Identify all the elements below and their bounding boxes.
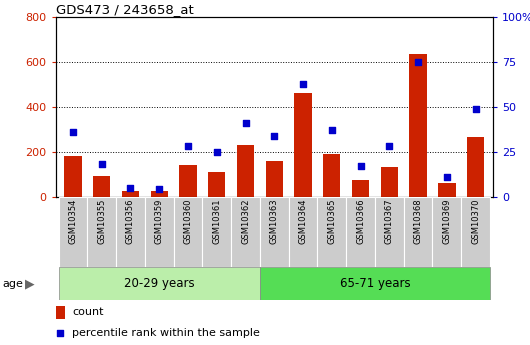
Text: 20-29 years: 20-29 years bbox=[124, 277, 195, 290]
Point bbox=[356, 164, 365, 169]
Bar bbox=[179, 165, 197, 197]
Text: GSM10355: GSM10355 bbox=[97, 199, 106, 244]
Bar bbox=[410, 54, 427, 197]
Bar bbox=[323, 154, 340, 197]
Bar bbox=[231, 197, 260, 267]
Text: GSM10369: GSM10369 bbox=[443, 199, 452, 244]
Text: percentile rank within the sample: percentile rank within the sample bbox=[72, 328, 260, 338]
Bar bbox=[317, 197, 346, 267]
Bar bbox=[375, 197, 404, 267]
Text: GSM10356: GSM10356 bbox=[126, 199, 135, 244]
Text: ▶: ▶ bbox=[25, 277, 35, 290]
Bar bbox=[260, 197, 289, 267]
Text: GSM10365: GSM10365 bbox=[328, 199, 337, 244]
Text: GSM10363: GSM10363 bbox=[270, 199, 279, 244]
Point bbox=[126, 185, 135, 190]
Bar bbox=[381, 168, 398, 197]
Bar bbox=[237, 145, 254, 197]
Bar bbox=[289, 197, 317, 267]
Point bbox=[56, 330, 65, 336]
Text: 65-71 years: 65-71 years bbox=[340, 277, 410, 290]
Point bbox=[155, 187, 163, 192]
Bar bbox=[56, 306, 65, 318]
Point bbox=[414, 59, 422, 65]
Point bbox=[213, 149, 221, 155]
Bar bbox=[122, 191, 139, 197]
Point bbox=[471, 106, 480, 111]
Text: count: count bbox=[72, 307, 104, 317]
Bar bbox=[208, 172, 225, 197]
Bar bbox=[467, 137, 484, 197]
Bar bbox=[58, 197, 87, 267]
Bar bbox=[58, 267, 260, 300]
Bar bbox=[116, 197, 145, 267]
Bar bbox=[432, 197, 461, 267]
Text: GSM10364: GSM10364 bbox=[298, 199, 307, 244]
Text: GSM10367: GSM10367 bbox=[385, 199, 394, 244]
Point bbox=[328, 128, 336, 133]
Text: GSM10362: GSM10362 bbox=[241, 199, 250, 244]
Bar bbox=[294, 93, 312, 197]
Text: GSM10361: GSM10361 bbox=[212, 199, 221, 244]
Bar bbox=[404, 197, 432, 267]
Point bbox=[184, 144, 192, 149]
Bar bbox=[260, 267, 490, 300]
Text: GSM10354: GSM10354 bbox=[68, 199, 77, 244]
Point bbox=[241, 120, 250, 126]
Bar bbox=[145, 197, 174, 267]
Text: GSM10366: GSM10366 bbox=[356, 199, 365, 244]
Bar bbox=[346, 197, 375, 267]
Text: GSM10360: GSM10360 bbox=[183, 199, 192, 244]
Text: age: age bbox=[3, 279, 23, 289]
Bar bbox=[93, 177, 110, 197]
Point bbox=[385, 144, 394, 149]
Bar bbox=[64, 156, 82, 197]
Point bbox=[270, 133, 279, 138]
Bar bbox=[202, 197, 231, 267]
Bar bbox=[438, 183, 455, 197]
Bar bbox=[461, 197, 490, 267]
Bar bbox=[174, 197, 202, 267]
Bar bbox=[266, 161, 283, 197]
Text: GSM10370: GSM10370 bbox=[471, 199, 480, 244]
Bar bbox=[352, 180, 369, 197]
Text: GSM10368: GSM10368 bbox=[413, 199, 422, 244]
Point bbox=[98, 161, 106, 167]
Bar bbox=[87, 197, 116, 267]
Point bbox=[299, 81, 307, 86]
Text: GSM10359: GSM10359 bbox=[155, 199, 164, 244]
Bar bbox=[151, 191, 168, 197]
Point bbox=[69, 129, 77, 135]
Text: GDS473 / 243658_at: GDS473 / 243658_at bbox=[56, 3, 193, 16]
Point bbox=[443, 174, 451, 180]
